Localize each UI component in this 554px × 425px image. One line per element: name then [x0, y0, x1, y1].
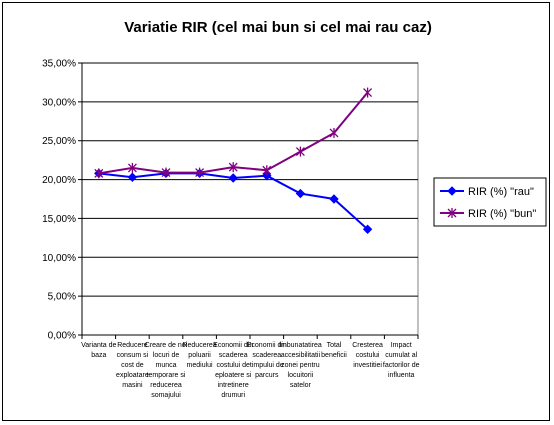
x-tick-label: Economii din scaderea costului de eploatere… — [213, 342, 253, 399]
x-tick-label-line: satelor — [290, 382, 312, 389]
x-tick-label-line: mediului — [187, 362, 214, 369]
x-tick-label-line: Creare de noi — [145, 342, 188, 349]
data-point-series-0 — [127, 172, 138, 182]
y-tick-label: 0,00% — [48, 331, 76, 342]
data-point-series-1 — [228, 162, 238, 173]
x-tick-label: Imbunatatirea accesibilitatii zonei pentru… — [279, 342, 322, 389]
x-tick-label-line: Reducerea — [182, 342, 216, 349]
legend-marker-1 — [447, 208, 457, 218]
data-point-series-0 — [295, 188, 306, 199]
x-tick-label-line: reducerea — [150, 382, 182, 389]
data-point-series-1 — [295, 146, 305, 157]
y-tick-label: 35,00% — [42, 59, 76, 70]
x-tick-label-line: Economii din — [213, 342, 253, 349]
x-tick-label-line: zonei pentru — [281, 362, 320, 369]
x-tick-label-line: Reducere — [117, 342, 147, 349]
x-tick-label-line: scaderea — [252, 352, 281, 359]
x-tick-label-line: drumuri — [221, 392, 245, 399]
x-tick-label-line: cost de — [121, 362, 144, 369]
x-tick-label-line: Impact — [391, 342, 412, 349]
x-tick-label-line: temporare si — [147, 372, 186, 379]
x-tick-label-line: costului — [356, 352, 380, 359]
x-tick-label: Reducere consum si cost de exploatare masini — [116, 342, 149, 389]
data-point-series-1 — [329, 127, 339, 138]
data-point-series-0 — [228, 173, 238, 183]
x-tick-label-line: beneficii — [321, 352, 347, 359]
x-tick-label-line: costului de — [216, 362, 250, 369]
x-tick-label-line: factorilor de — [383, 362, 420, 369]
y-tick-label: 30,00% — [42, 97, 76, 108]
x-tick-label-line: Total — [327, 342, 342, 349]
x-tick-label-line: locuitorii — [288, 372, 314, 379]
x-tick-label: Creare de noi locuri de munca temporare si r… — [145, 342, 188, 399]
data-point-series-0 — [262, 170, 272, 181]
x-tick-label: Economii din scaderea timpului de parcurs — [247, 342, 287, 379]
y-tick-label: 5,00% — [48, 292, 76, 303]
data-point-series-0 — [329, 194, 339, 204]
data-point-series-1 — [161, 167, 171, 178]
x-tick-label-line: Economii din — [247, 342, 287, 349]
chart-title: Variatie RIR (cel mai bun si cel mai rau… — [124, 19, 432, 36]
x-tick-label: Impact cumulat al factorilor de influenta — [383, 342, 420, 379]
x-tick-label: Cresterea costului investitiei — [352, 342, 383, 369]
x-tick-label-line: Imbunatatirea — [279, 342, 322, 349]
x-tick-label-line: Cresterea — [352, 342, 383, 349]
legend-label-1: RIR (%) "bun" — [468, 208, 536, 220]
x-tick-label-line: locuri de — [153, 352, 180, 359]
x-tick-label-line: intretinere — [218, 382, 249, 389]
x-tick-label-line: somajului — [151, 392, 181, 399]
x-tick-label-line: Varianta de — [81, 342, 116, 349]
x-tick-label-line: masini — [122, 382, 143, 389]
y-tick-label: 10,00% — [42, 253, 76, 264]
x-tick-label-line: investitiei — [353, 362, 382, 369]
x-tick-label-line: influenta — [388, 372, 415, 379]
y-tick-label: 20,00% — [42, 175, 76, 186]
x-tick-label-line: scaderea — [219, 352, 248, 359]
x-tick-label: Varianta de baza — [81, 342, 116, 359]
x-tick-label-line: baza — [91, 352, 106, 359]
legend-marker-0 — [447, 186, 457, 196]
plot-area — [81, 62, 419, 336]
x-tick-label-line: eploatere si — [215, 372, 252, 379]
y-tick-label: 25,00% — [42, 136, 76, 147]
x-tick-label: Reducerea poluarii mediului — [182, 342, 216, 369]
data-point-series-0 — [362, 224, 373, 235]
x-tick-label-line: accesibilitatii — [281, 352, 321, 359]
data-point-series-1 — [363, 87, 373, 98]
x-tick-label: Total beneficii — [321, 342, 347, 359]
x-tick-label-line: timpului de — [250, 362, 284, 369]
x-tick-label-line: parcurs — [255, 372, 279, 379]
data-point-series-1 — [94, 168, 104, 179]
data-point-series-1 — [127, 162, 137, 173]
x-tick-label-line: consum si — [117, 352, 149, 359]
x-tick-label-line: exploatare — [116, 372, 149, 379]
x-tick-label-line: cumulat al — [385, 352, 417, 359]
legend-label-0: RIR (%) "rau" — [468, 186, 534, 198]
data-point-series-1 — [195, 167, 205, 178]
y-tick-label: 15,00% — [42, 214, 76, 225]
data-point-series-1 — [262, 165, 272, 176]
x-tick-label-line: poluarii — [188, 352, 211, 359]
legend-box — [433, 177, 547, 227]
x-tick-label-line: munca — [155, 362, 176, 369]
